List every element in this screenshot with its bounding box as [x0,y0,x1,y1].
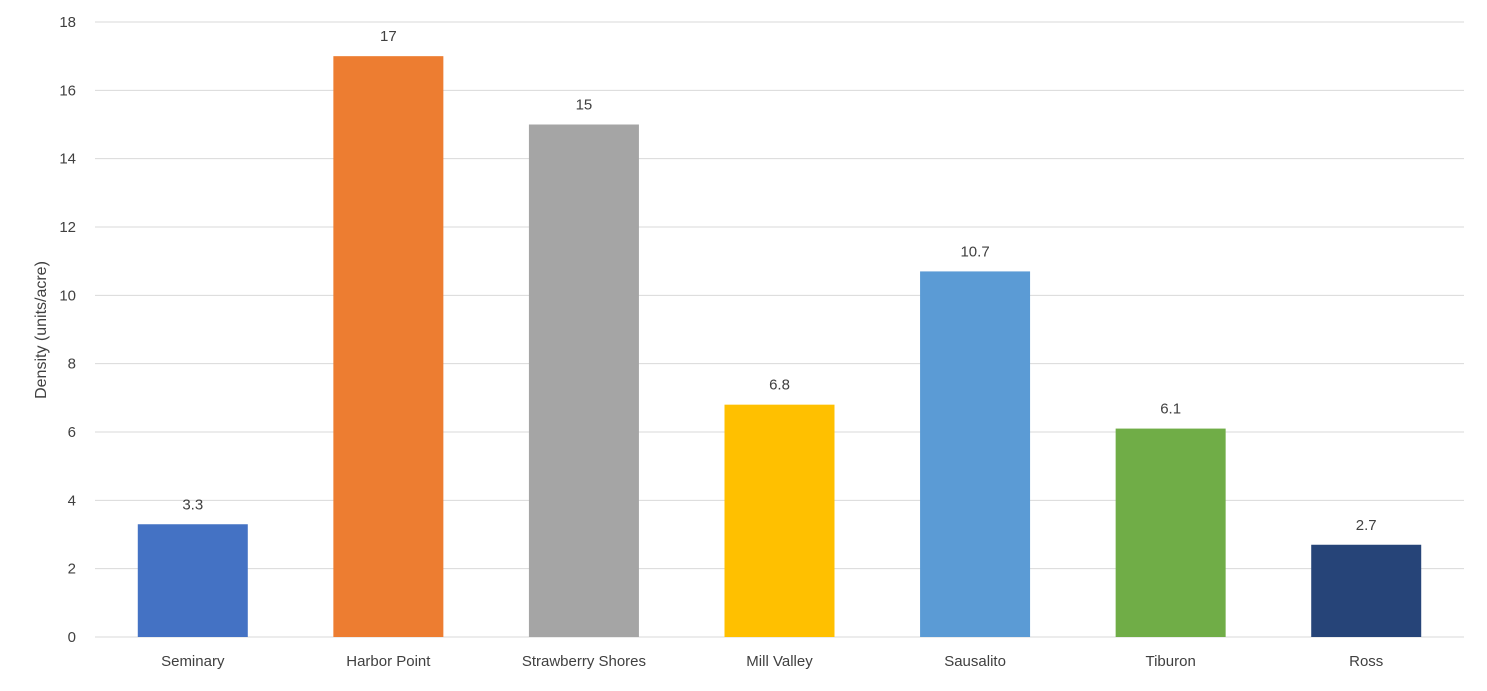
y-tick-label: 6 [68,424,76,441]
y-tick-label: 16 [59,82,76,99]
x-tick-label: Seminary [161,653,225,670]
bar [1311,544,1422,637]
x-tick-label: Harbor Point [346,653,431,670]
y-tick-label: 8 [68,356,76,373]
data-label: 10.7 [960,243,989,260]
data-label: 3.3 [182,496,203,513]
x-tick-label: Strawberry Shores [522,653,646,670]
bar [920,271,1031,637]
data-labels: 3.3 17 15 6.8 10.7 6.1 2.7 [182,28,1376,534]
bar [333,56,444,637]
y-tick-label: 12 [59,219,76,236]
gridlines [95,21,1464,638]
y-axis-title: Density (units/acre) [33,261,50,399]
data-label: 17 [380,28,397,45]
x-tick-label: Tiburon [1145,653,1195,670]
y-tick-label: 18 [59,14,76,31]
bar [724,404,835,637]
y-tick-label: 4 [68,492,76,509]
y-axis-tick-labels: 0 2 4 6 8 10 12 14 16 18 [59,14,76,646]
data-label: 2.7 [1356,517,1377,534]
x-tick-label: Ross [1349,653,1383,670]
bars [137,56,1422,637]
bar [528,124,639,637]
bar [137,524,248,637]
bar [1115,428,1226,637]
y-tick-label: 2 [68,561,76,578]
x-tick-label: Mill Valley [746,653,813,670]
y-tick-label: 14 [59,151,76,168]
x-axis-tick-labels: Seminary Harbor Point Strawberry Shores Mil… [161,653,1383,670]
data-label: 6.8 [769,377,790,394]
data-label: 6.1 [1160,401,1181,418]
y-tick-label: 10 [59,287,76,304]
y-tick-label: 0 [68,629,76,646]
data-label: 15 [576,97,593,114]
x-tick-label: Sausalito [944,653,1006,670]
